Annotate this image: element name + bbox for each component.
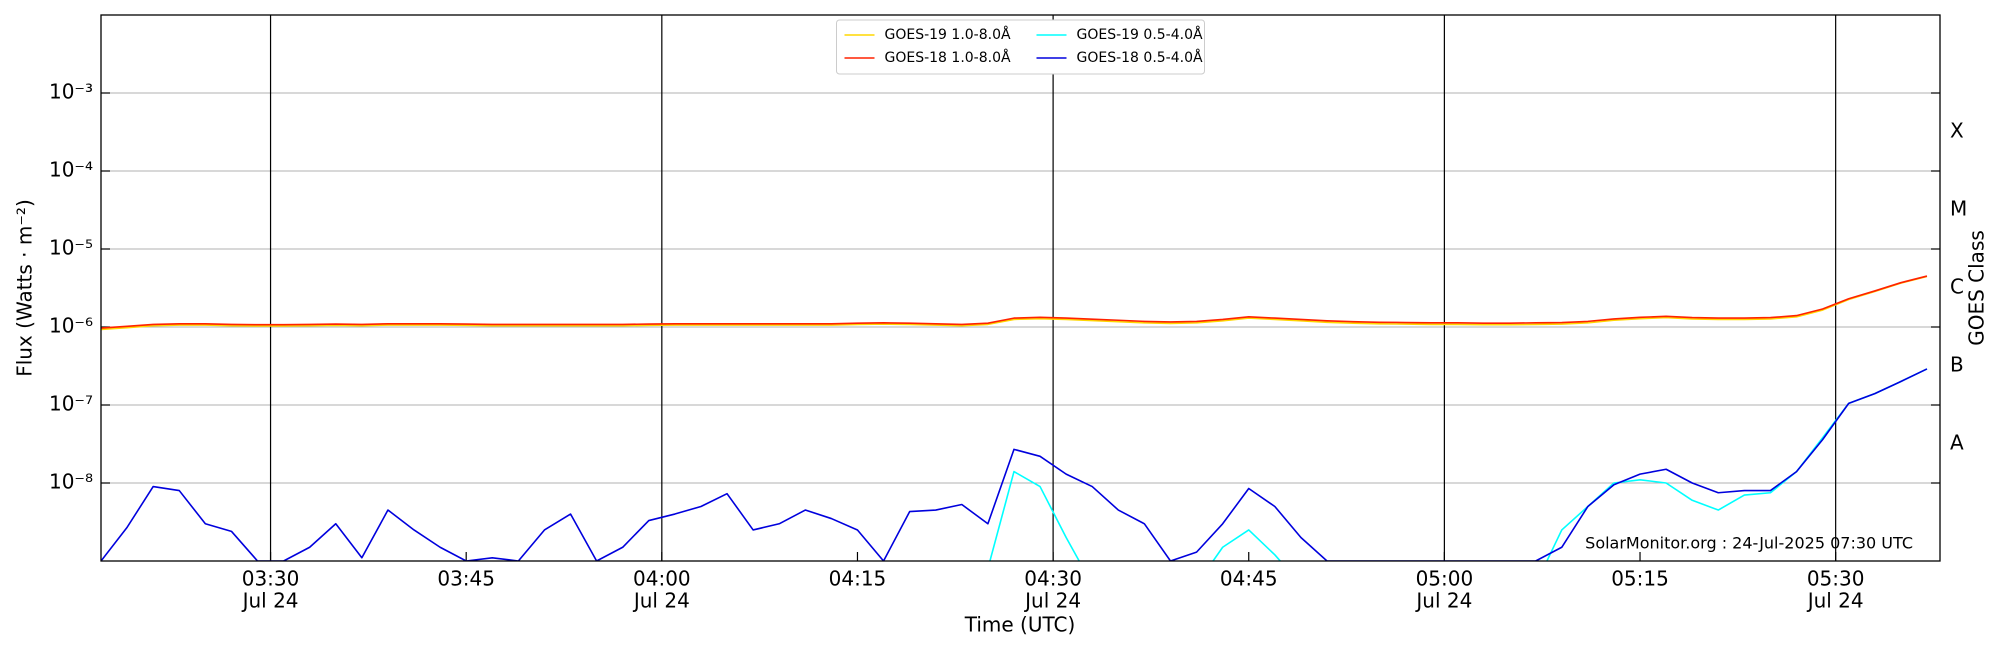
y-tick-label: 10⁻⁷ <box>49 392 93 416</box>
x-tick-date: Jul 24 <box>241 589 299 613</box>
series-line <box>101 275 1928 329</box>
y2-tick-label: A <box>1950 431 1964 455</box>
y2-tick-label: C <box>1950 275 1964 299</box>
y2-axis-label: GOES Class <box>1965 230 1989 346</box>
x-tick-label: 04:15 <box>829 567 887 591</box>
legend-label: GOES-19 0.5-4.0Å <box>1077 26 1203 43</box>
x-tick-label: 05:30 <box>1807 567 1865 591</box>
y-tick-label: 10⁻⁶ <box>49 314 93 338</box>
plot-area <box>101 15 1940 561</box>
y2-tick-label: X <box>1950 119 1964 143</box>
y-tick-label: 10⁻⁵ <box>49 236 93 260</box>
legend-label: GOES-18 0.5-4.0Å <box>1077 49 1203 66</box>
legend-label: GOES-18 1.0-8.0Å <box>885 49 1011 66</box>
y-tick-label: 10⁻⁴ <box>49 158 93 182</box>
legend-box <box>836 19 1205 75</box>
x-tick-label: 05:00 <box>1416 567 1474 591</box>
x-tick-label: 03:30 <box>242 567 300 591</box>
x-tick-label: 05:15 <box>1611 567 1669 591</box>
annotation: SolarMonitor.org : 24-Jul-2025 07:30 UTC <box>1585 534 1913 553</box>
y-tick-label: 10⁻⁸ <box>49 470 93 494</box>
x-tick-label: 04:00 <box>633 567 691 591</box>
x-tick-date: Jul 24 <box>632 589 690 613</box>
y-axis-label: Flux (Watts · m⁻²) <box>13 199 37 377</box>
x-tick-date: Jul 24 <box>1023 589 1081 613</box>
x-tick-date: Jul 24 <box>1414 589 1472 613</box>
x-tick-label: 04:30 <box>1024 567 1082 591</box>
series-line <box>101 275 1928 331</box>
plot-frame <box>100 14 1941 562</box>
x-axis-label: Time (UTC) <box>964 613 1076 637</box>
series-group <box>101 275 1928 561</box>
x-tick-label: 03:45 <box>437 567 495 591</box>
legend-label: GOES-19 1.0-8.0Å <box>885 26 1011 43</box>
x-tick-label: 04:45 <box>1220 567 1278 591</box>
x-tick-date: Jul 24 <box>1806 589 1864 613</box>
series-line <box>101 368 1928 561</box>
y2-tick-label: M <box>1950 197 1967 221</box>
y2-tick-label: B <box>1950 353 1964 377</box>
y-tick-label: 10⁻³ <box>49 80 93 104</box>
